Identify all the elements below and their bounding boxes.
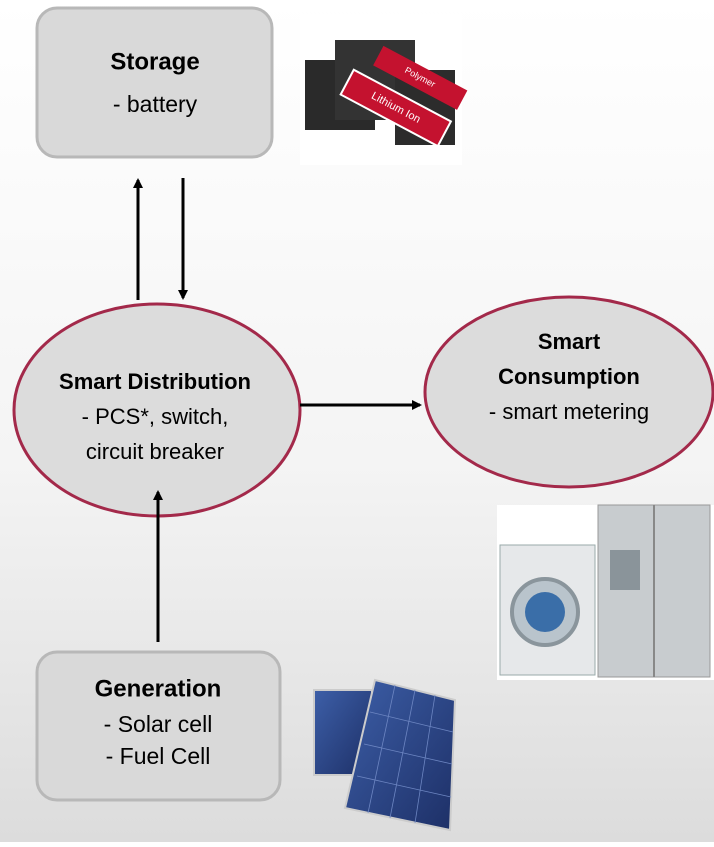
diagram: Storage - battery Polymer Lithium Ion Sm…	[0, 0, 714, 842]
node-title: Smart Distribution	[59, 369, 251, 394]
node-title: Consumption	[498, 364, 640, 389]
node-title: Generation	[95, 675, 222, 702]
storage-box	[37, 8, 272, 157]
consumption-ellipse	[425, 297, 713, 487]
appliances-image	[497, 505, 714, 680]
node-text: - smart metering	[489, 399, 649, 424]
node-title: Storage	[110, 48, 199, 75]
battery-image: Polymer Lithium Ion	[300, 14, 467, 165]
node-text: circuit breaker	[86, 439, 224, 464]
page: Storage - battery Polymer Lithium Ion Sm…	[0, 0, 714, 842]
node-text: - Fuel Cell	[106, 743, 211, 769]
node-title: Smart	[538, 329, 601, 354]
node-text: - battery	[113, 91, 198, 117]
node-text: - PCS*, switch,	[82, 404, 229, 429]
node-text: - Solar cell	[104, 711, 213, 737]
